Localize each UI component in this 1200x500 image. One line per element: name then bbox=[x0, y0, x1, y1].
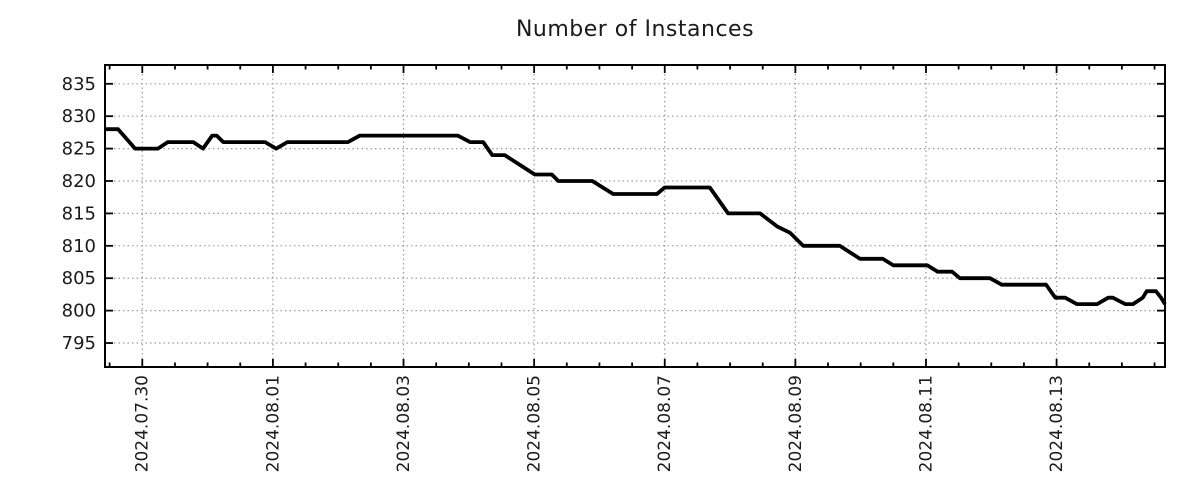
x-tick-label: 2024.08.01 bbox=[263, 375, 283, 472]
y-tick-label: 800 bbox=[62, 301, 96, 322]
x-tick-label: 2024.07.30 bbox=[133, 375, 153, 472]
y-tick-label: 805 bbox=[62, 268, 96, 289]
x-tick-label: 2024.08.07 bbox=[655, 375, 675, 472]
plot-border bbox=[104, 64, 1166, 368]
x-tick-label: 2024.08.13 bbox=[1047, 375, 1067, 472]
y-tick-label: 795 bbox=[62, 333, 96, 354]
x-tick-label: 2024.08.11 bbox=[916, 375, 936, 472]
chart-title: Number of Instances bbox=[515, 17, 755, 42]
y-tick-label: 820 bbox=[62, 171, 96, 192]
x-tick-label: 2024.08.09 bbox=[786, 375, 806, 472]
y-tick-label: 825 bbox=[62, 139, 96, 160]
y-tick-label: 810 bbox=[62, 236, 96, 257]
y-tick-label: 830 bbox=[62, 106, 96, 127]
x-tick-label: 2024.08.05 bbox=[525, 375, 545, 472]
data-line bbox=[105, 127, 1167, 306]
y-tick-label: 835 bbox=[62, 74, 96, 95]
y-tick-label: 815 bbox=[62, 203, 96, 224]
x-tick-label: 2024.08.03 bbox=[394, 375, 414, 472]
